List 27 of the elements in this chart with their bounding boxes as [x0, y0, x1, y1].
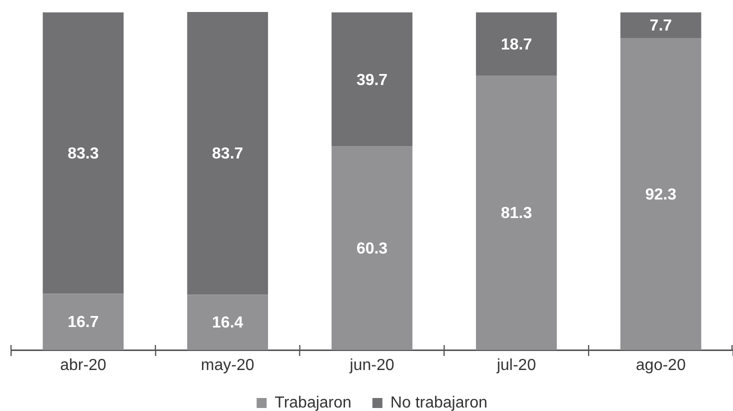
x-tick-label: ago-20: [636, 357, 686, 374]
data-label: 92.3: [645, 186, 676, 204]
x-tick-label: jun-20: [348, 357, 394, 374]
data-label: 81.3: [500, 205, 532, 222]
bar: [42, 12, 124, 294]
data-label: 83.7: [212, 146, 244, 163]
bar: [476, 75, 557, 350]
data-label: 83.3: [68, 145, 99, 162]
data-label: 60.3: [356, 240, 388, 258]
bar: [332, 146, 412, 350]
x-tick-label: abr-20: [60, 357, 106, 374]
data-label: 16.4: [212, 314, 244, 332]
legend-label: No trabajaron: [390, 394, 488, 411]
x-tick-label: jul-20: [496, 357, 536, 374]
data-label: 7.7: [650, 18, 672, 35]
bar: [620, 38, 702, 350]
data-label: 16.7: [68, 314, 99, 332]
data-label: 18.7: [500, 36, 532, 54]
x-tick-label: may-20: [200, 357, 254, 374]
data-label: 39.7: [356, 72, 388, 89]
bar: [620, 12, 702, 38]
bar: [332, 12, 412, 146]
bar: [187, 12, 268, 295]
bar: [476, 12, 557, 76]
bar: [42, 294, 124, 350]
legend-label: Trabajaron: [274, 394, 352, 411]
bar: [187, 294, 268, 350]
